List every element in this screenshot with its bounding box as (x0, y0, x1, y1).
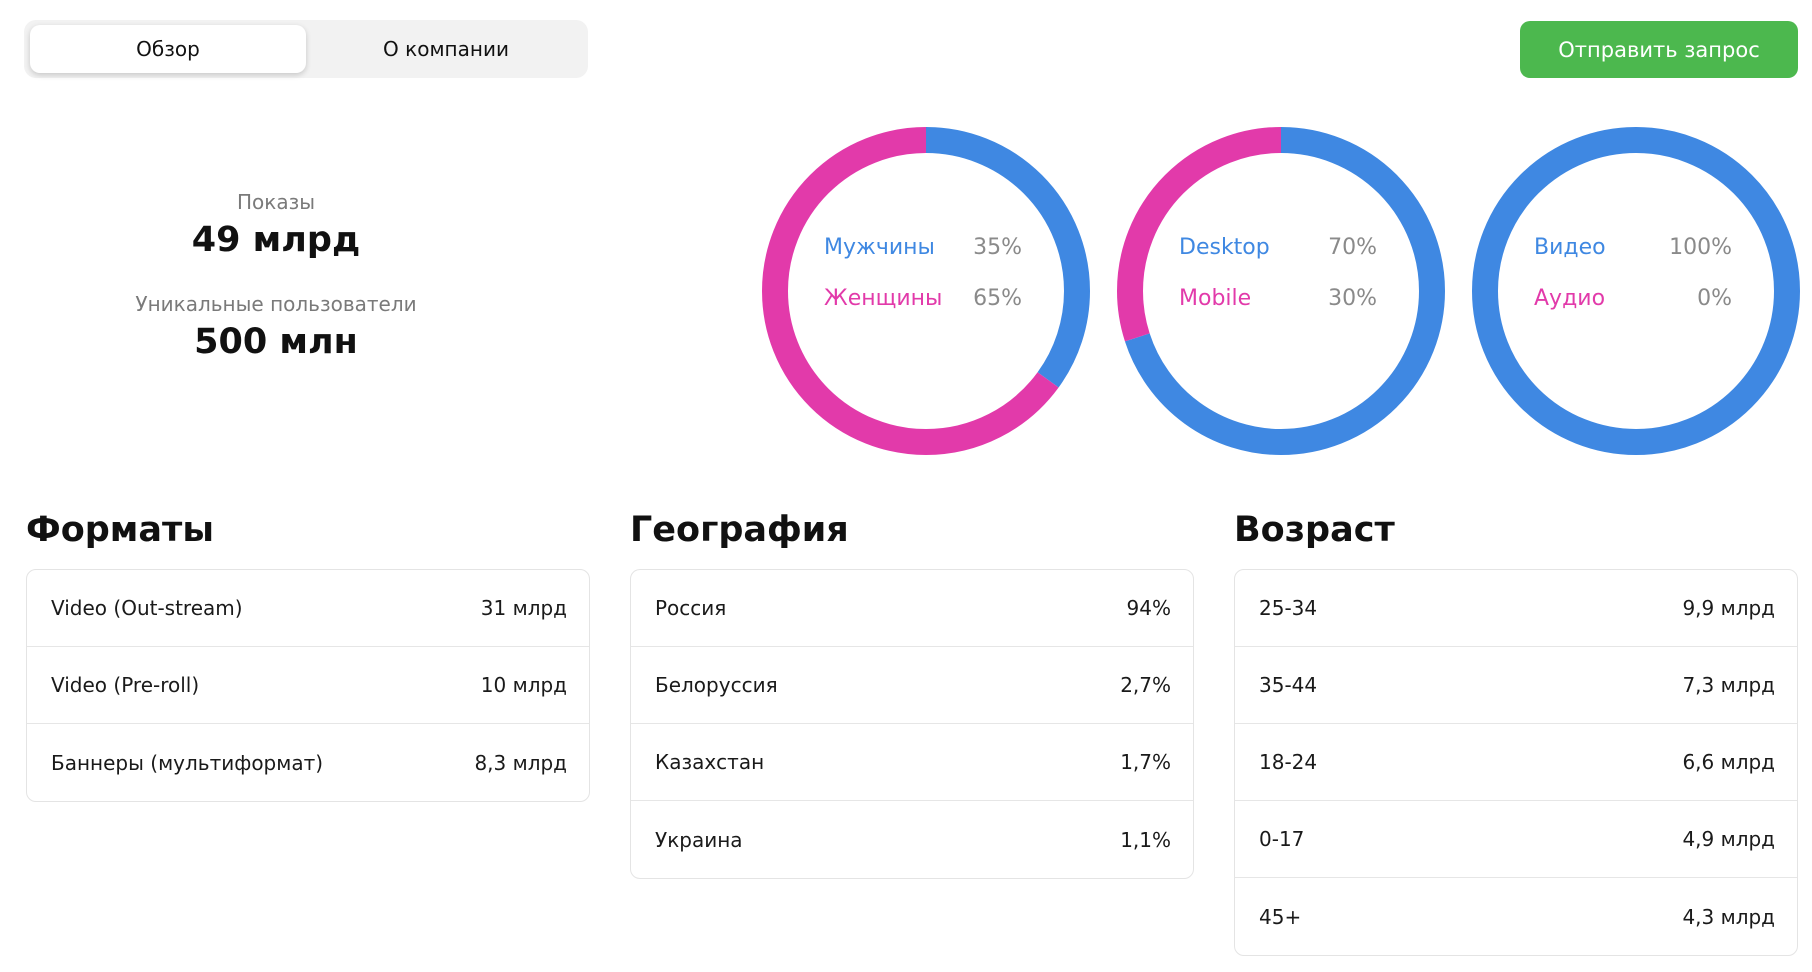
table-row: 25-34 9,9 млрд (1235, 570, 1797, 647)
table-row: Video (Out-stream) 31 млрд (27, 570, 589, 647)
legend-name-men: Мужчины (824, 235, 935, 260)
legend-pct-mobile: 30% (1328, 286, 1377, 311)
device-donut: Desktop 70% Mobile 30% (1117, 127, 1445, 455)
table-row: Белоруссия 2,7% (631, 647, 1193, 724)
row-label: Белоруссия (655, 673, 778, 697)
row-value: 1,1% (1120, 827, 1171, 852)
geography-table: Россия 94% Белоруссия 2,7% Казахстан 1,7… (630, 569, 1194, 879)
formats-table: Video (Out-stream) 31 млрд Video (Pre-ro… (26, 569, 590, 802)
row-label: Video (Out-stream) (51, 596, 243, 620)
stats-block: Показы 49 млрд Уникальные пользователи 5… (60, 190, 492, 362)
age-table: 25-34 9,9 млрд 35-44 7,3 млрд 18-24 6,6 … (1234, 569, 1798, 956)
legend-pct-video: 100% (1669, 235, 1732, 260)
geography-title: География (630, 510, 849, 550)
donut-segment-mobile (1117, 127, 1445, 455)
table-row: Баннеры (мультиформат) 8,3 млрд (27, 724, 589, 801)
unique-users-value: 500 млн (194, 322, 358, 362)
row-value: 4,3 млрд (1682, 904, 1775, 929)
table-row: 35-44 7,3 млрд (1235, 647, 1797, 724)
donut-segment-женщины (762, 127, 1090, 455)
row-value: 9,9 млрд (1682, 596, 1775, 620)
row-label: Video (Pre-roll) (51, 673, 200, 697)
table-row: 18-24 6,6 млрд (1235, 724, 1797, 801)
legend-name-women: Женщины (824, 286, 943, 311)
row-label: 18-24 (1259, 750, 1318, 774)
legend-row-video: Видео 100% (1534, 235, 1732, 269)
table-row: 0-17 4,9 млрд (1235, 801, 1797, 878)
row-label: Россия (655, 596, 727, 620)
table-row: Россия 94% (631, 570, 1193, 647)
legend-name-mobile: Mobile (1179, 286, 1252, 311)
row-value: 94% (1126, 596, 1171, 620)
impressions-label: Показы (236, 190, 316, 214)
row-label: 25-34 (1259, 596, 1318, 620)
table-row: Украина 1,1% (631, 801, 1193, 878)
legend-pct-audio: 0% (1697, 286, 1732, 311)
row-label: Украина (655, 827, 743, 852)
legend-name-desktop: Desktop (1179, 235, 1270, 260)
content-type-donut-ring (1472, 127, 1800, 455)
legend-name-audio: Аудио (1534, 286, 1606, 311)
row-label: Баннеры (мультиформат) (51, 750, 324, 775)
row-value: 31 млрд (480, 596, 567, 620)
table-row: Video (Pre-roll) 10 млрд (27, 647, 589, 724)
row-label: 0-17 (1259, 827, 1305, 851)
donut-segment-видео (1472, 127, 1800, 455)
content-type-legend: Видео 100% Аудио 0% (1534, 235, 1732, 337)
send-request-button[interactable]: Отправить запрос (1520, 21, 1798, 78)
row-value: 1,7% (1120, 750, 1171, 774)
row-value: 4,9 млрд (1682, 827, 1775, 851)
legend-row-desktop: Desktop 70% (1179, 235, 1377, 269)
formats-title: Форматы (26, 510, 214, 550)
table-row: Казахстан 1,7% (631, 724, 1193, 801)
row-value: 6,6 млрд (1682, 750, 1775, 774)
tab-overview[interactable]: Обзор (30, 25, 306, 73)
legend-row-men: Мужчины 35% (824, 235, 1022, 269)
row-label: 45+ (1259, 904, 1302, 929)
impressions-value: 49 млрд (191, 220, 361, 260)
legend-pct-women: 65% (973, 286, 1022, 311)
content-type-donut: Видео 100% Аудио 0% (1472, 127, 1800, 455)
row-label: Казахстан (655, 750, 765, 774)
row-value: 8,3 млрд (474, 750, 567, 775)
gender-legend: Мужчины 35% Женщины 65% (824, 235, 1022, 337)
legend-pct-desktop: 70% (1328, 235, 1377, 260)
age-title: Возраст (1234, 510, 1395, 550)
row-value: 2,7% (1120, 673, 1171, 697)
legend-row-women: Женщины 65% (824, 286, 1022, 320)
gender-donut-ring (762, 127, 1090, 455)
tab-about-company[interactable]: О компании (383, 37, 509, 61)
device-legend: Desktop 70% Mobile 30% (1179, 235, 1377, 337)
row-value: 10 млрд (480, 673, 567, 697)
tab-switcher: Обзор О компании (24, 20, 588, 78)
legend-row-audio: Аудио 0% (1534, 286, 1732, 320)
legend-name-video: Видео (1534, 235, 1606, 260)
legend-pct-men: 35% (973, 235, 1022, 260)
table-row: 45+ 4,3 млрд (1235, 878, 1797, 955)
legend-row-mobile: Mobile 30% (1179, 286, 1377, 320)
row-value: 7,3 млрд (1682, 673, 1775, 697)
row-label: 35-44 (1259, 673, 1318, 697)
device-donut-ring (1117, 127, 1445, 455)
unique-users-label: Уникальные пользователи (135, 292, 417, 316)
gender-donut: Мужчины 35% Женщины 65% (762, 127, 1090, 455)
